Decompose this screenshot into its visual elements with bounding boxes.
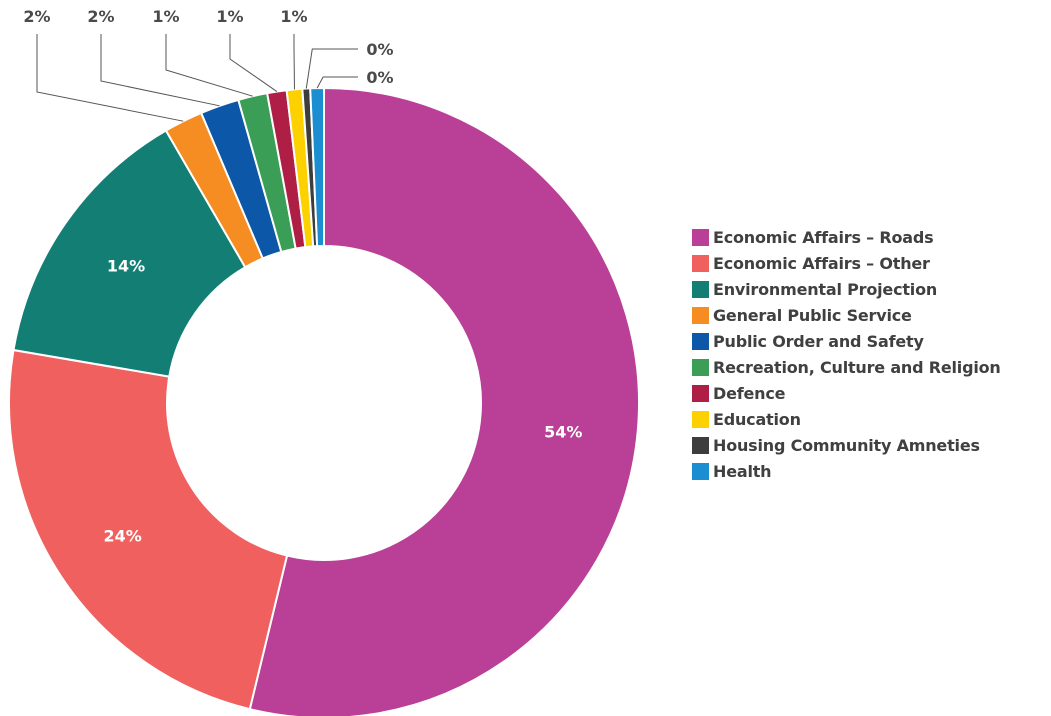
legend-label: Public Order and Safety <box>713 331 924 351</box>
legend-item-housing-community-amneties: Housing Community Amneties <box>692 432 1001 458</box>
slice-label-defence: 1% <box>216 7 243 26</box>
legend-swatch <box>692 306 709 324</box>
legend-label: Recreation, Culture and Religion <box>713 357 1001 377</box>
slice-economic-affairs-roads <box>248 86 640 716</box>
legend-item-recreation-culture-and-religion: Recreation, Culture and Religion <box>692 354 1001 380</box>
legend-swatch <box>692 436 709 454</box>
slice-label-recreation-culture-and-religion: 1% <box>152 7 179 26</box>
leader-line-defence <box>229 34 278 92</box>
legend-item-general-public-service: General Public Service <box>692 302 1001 328</box>
slice-health <box>309 86 325 248</box>
legend-item-economic-affairs-roads: Economic Affairs – Roads <box>692 224 1001 250</box>
leader-line-general-public-service <box>36 34 184 122</box>
legend-swatch <box>692 332 709 350</box>
legend-label: Economic Affairs – Other <box>713 253 930 273</box>
legend-swatch <box>692 254 709 272</box>
legend: Economic Affairs – Roads Economic Affairs… <box>692 224 1001 484</box>
slice-labels: 54% 24% 14% 2% 2% 1% 1% 1% 0% 0% <box>23 7 582 545</box>
slice-economic-affairs-other <box>8 348 289 711</box>
slice-label-housing-community-amneties: 0% <box>366 40 393 59</box>
slice-label-economic-affairs-roads: 54% <box>544 423 582 442</box>
legend-label: General Public Service <box>713 305 912 325</box>
leader-lines <box>36 34 358 122</box>
legend-swatch <box>692 384 709 402</box>
legend-swatch <box>692 358 709 376</box>
legend-swatch <box>692 410 709 428</box>
leader-line-housing-community-amneties <box>305 48 358 89</box>
legend-label: Education <box>713 409 801 429</box>
legend-swatch <box>692 280 709 298</box>
legend-item-public-order-and-safety: Public Order and Safety <box>692 328 1001 354</box>
legend-item-environmental-projection: Environmental Projection <box>692 276 1001 302</box>
slice-environmental-projection <box>12 129 247 378</box>
leader-line-health <box>316 76 358 89</box>
legend-item-economic-affairs-other: Economic Affairs – Other <box>692 250 1001 276</box>
legend-swatch <box>692 462 709 480</box>
legend-item-education: Education <box>692 406 1001 432</box>
leader-line-public-order-and-safety <box>100 34 220 107</box>
legend-label: Health <box>713 461 772 481</box>
slice-label-health: 0% <box>366 68 393 87</box>
slice-label-economic-affairs-other: 24% <box>104 526 142 545</box>
legend-item-health: Health <box>692 458 1001 484</box>
legend-label: Economic Affairs – Roads <box>713 227 934 247</box>
slice-label-public-order-and-safety: 2% <box>87 7 114 26</box>
legend-item-defence: Defence <box>692 380 1001 406</box>
legend-label: Environmental Projection <box>713 279 938 299</box>
legend-label: Defence <box>713 383 786 403</box>
legend-label: Housing Community Amneties <box>713 435 980 455</box>
donut-slices <box>8 86 640 716</box>
slice-label-education: 1% <box>280 7 307 26</box>
legend-swatch <box>692 228 709 246</box>
slice-label-environmental-projection: 14% <box>107 257 145 276</box>
leader-line-recreation-culture-and-religion <box>165 34 253 97</box>
slice-label-general-public-service: 2% <box>23 7 50 26</box>
